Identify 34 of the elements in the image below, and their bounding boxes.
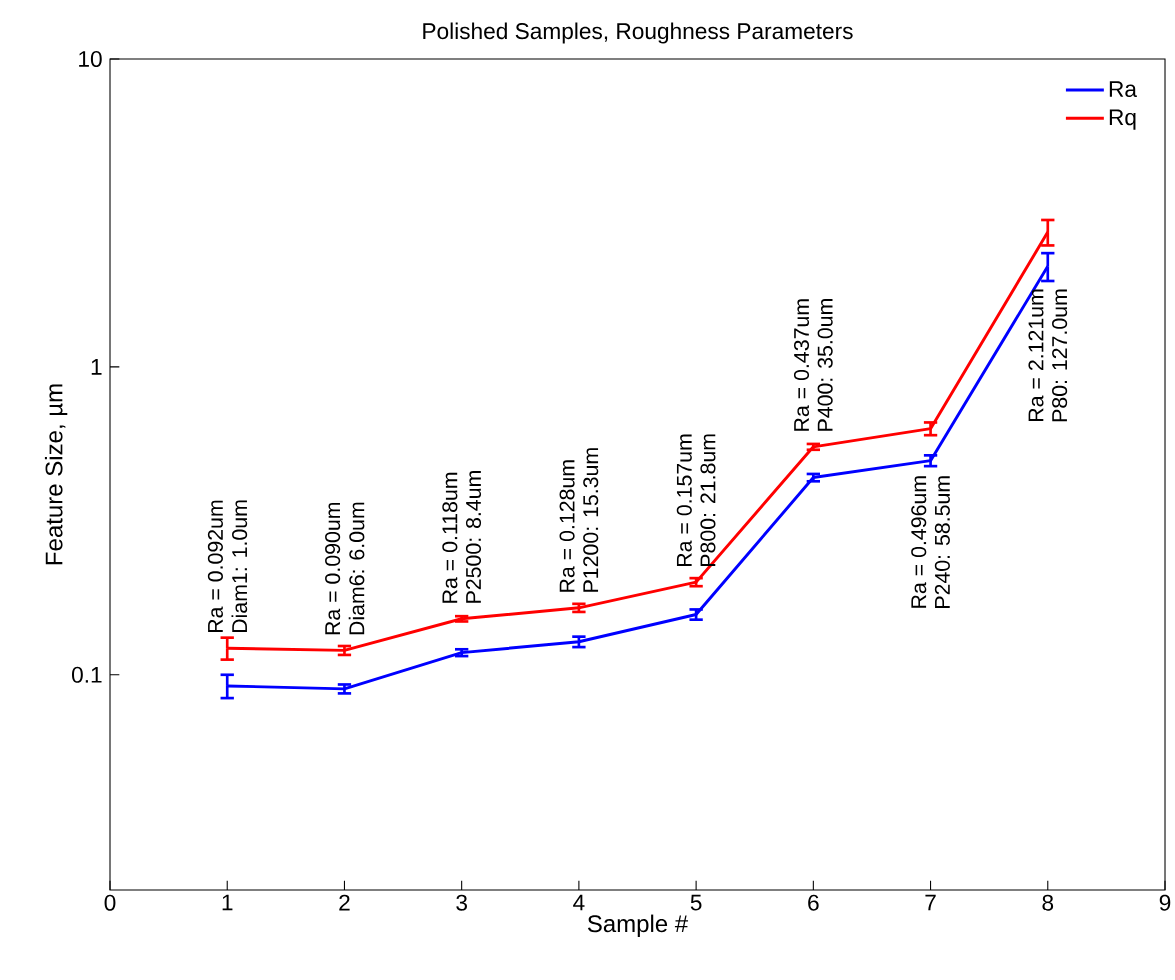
annotation: Diam6: 6.0um [348, 502, 365, 635]
x-axis-title: Sample # [587, 914, 689, 937]
y-tick-label: 10 [79, 50, 102, 68]
annotation: Ra = 0.496um [911, 476, 927, 608]
x-tick-label: 0 [104, 894, 116, 911]
legend-label: Rq [1109, 109, 1136, 130]
annotation: Ra = 0.118um [442, 472, 458, 603]
x-tick-label: 6 [808, 894, 819, 911]
y-axis-title: Feature Size, µm [44, 384, 68, 565]
annotation: P2500: 8.4um [465, 471, 482, 603]
x-tick-label: 4 [573, 894, 585, 911]
annotation: Ra = 0.092um [207, 500, 223, 633]
y-tick-label: 1 [91, 359, 102, 375]
x-tick-label: 9 [1159, 894, 1171, 911]
x-tick-label: 8 [1042, 894, 1054, 911]
x-tick-label: 3 [456, 894, 467, 911]
annotation: Ra = 2.121um [1028, 289, 1044, 421]
annotation: Ra = 0.157um [676, 434, 692, 566]
annotation: P240: 58.5um [934, 476, 950, 608]
annotation: P80: 127.0um [1052, 289, 1068, 422]
x-tick-label: 7 [925, 894, 936, 911]
annotation: Ra = 0.437um [793, 299, 810, 431]
annotation: P1200: 15.3um [583, 448, 599, 592]
x-tick-label: 5 [690, 894, 702, 911]
annotation: P800: 21.8um [700, 434, 716, 566]
x-tick-label: 1 [222, 894, 233, 911]
y-tick-label: 0.1 [71, 666, 102, 683]
annotation: Ra = 0.128um [559, 460, 575, 592]
annotation: Ra = 0.090um [325, 502, 341, 635]
annotation: P400: 35.0um [817, 299, 833, 431]
legend-label: Ra [1109, 81, 1137, 98]
annotation: Diam1: 1.0um [231, 500, 248, 633]
x-tick-label: 2 [339, 894, 350, 911]
chart-title: Polished Samples, Roughness Parameters [423, 22, 853, 44]
